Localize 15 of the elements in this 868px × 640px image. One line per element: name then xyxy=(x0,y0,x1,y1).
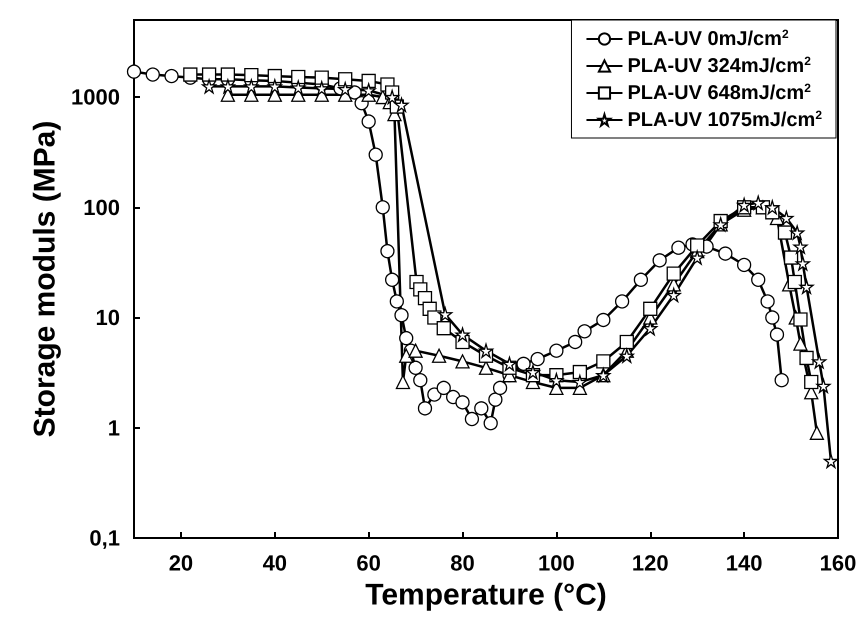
y-tick-label: 100 xyxy=(83,194,120,220)
x-tick-label: 160 xyxy=(820,550,856,576)
y-tick-label: 1000 xyxy=(71,84,120,110)
y-tick-label: 0,1 xyxy=(89,526,120,550)
x-tick-label: 60 xyxy=(356,550,381,576)
x-tick-label: 80 xyxy=(450,550,475,576)
x-tick-label: 120 xyxy=(632,550,669,576)
x-tick-label: 140 xyxy=(726,550,762,576)
y-axis-title: Storage moduls (MPa) xyxy=(28,120,62,438)
x-tick-label: 100 xyxy=(538,550,575,576)
y-tick-label: 1 xyxy=(108,415,120,440)
x-axis-title: Temperature (°C) xyxy=(365,578,607,612)
x-tick-label: 40 xyxy=(262,550,288,576)
x-tick-label: 20 xyxy=(168,550,194,576)
y-tick-label: 10 xyxy=(96,305,120,330)
